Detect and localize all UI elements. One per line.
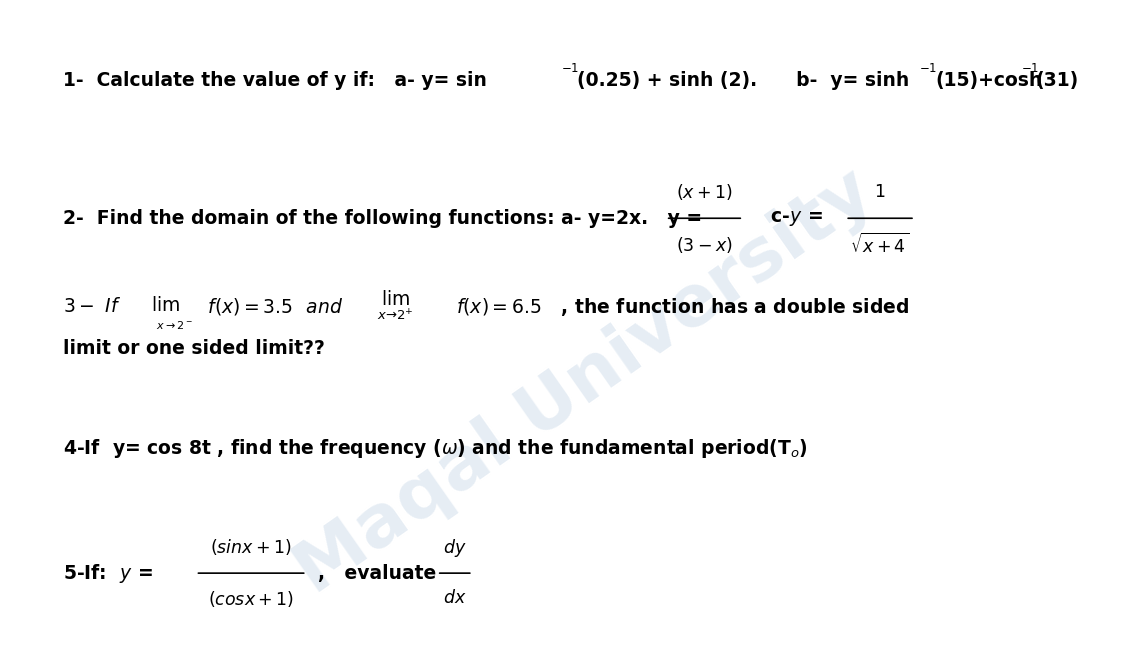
Text: 4-If  y= cos 8t , find the frequency ($\omega$) and the fundamental period(T$_o$: 4-If y= cos 8t , find the frequency ($\o… (63, 437, 808, 460)
Text: $\sqrt{x+4}$: $\sqrt{x+4}$ (850, 233, 910, 257)
Text: $f(x) = 6.5$   , the function has a double sided: $f(x) = 6.5$ , the function has a double… (456, 296, 909, 318)
Text: $(sinx+1)$: $(sinx+1)$ (210, 537, 291, 557)
Text: $(x+1)$: $(x+1)$ (676, 182, 732, 202)
Text: $dx$: $dx$ (443, 589, 467, 607)
Text: $-1$: $-1$ (919, 62, 937, 75)
Text: $x{\rightarrow}2^-$: $x{\rightarrow}2^-$ (156, 319, 193, 331)
Text: $\lim_{x\rightarrow 2^+}$: $\lim_{x\rightarrow 2^+}$ (377, 288, 414, 322)
Text: 5-If:  $y$ =: 5-If: $y$ = (63, 562, 155, 585)
Text: $-1$: $-1$ (1020, 62, 1040, 75)
Text: $-1$: $-1$ (561, 62, 579, 75)
Text: limit or one sided limit??: limit or one sided limit?? (63, 339, 325, 358)
Text: $3-$ $If$: $3-$ $If$ (63, 298, 122, 316)
Text: ,   evaluate: , evaluate (318, 564, 449, 583)
Text: (31): (31) (1035, 71, 1078, 90)
Text: $(cosx+1)$: $(cosx+1)$ (208, 589, 294, 609)
Text: $1$: $1$ (874, 183, 885, 201)
Text: (0.25) + sinh (2).      b-  y= sinh: (0.25) + sinh (2). b- y= sinh (577, 71, 909, 90)
Text: c-$y$ =: c-$y$ = (752, 209, 825, 227)
Text: $(3-x)$: $(3-x)$ (676, 235, 732, 254)
Text: $dy$: $dy$ (443, 537, 467, 559)
Text: 2-  Find the domain of the following functions: a- y=2x.   y =: 2- Find the domain of the following func… (63, 209, 709, 227)
Text: (15)+cosh: (15)+cosh (935, 71, 1043, 90)
Text: $f(x) = 3.5$  $and$: $f(x) = 3.5$ $and$ (201, 296, 343, 318)
Text: 1-  Calculate the value of y if:   a- y= sin: 1- Calculate the value of y if: a- y= si… (63, 71, 487, 90)
Text: $\lim$: $\lim$ (151, 296, 180, 314)
Text: Maqal University: Maqal University (284, 157, 886, 608)
